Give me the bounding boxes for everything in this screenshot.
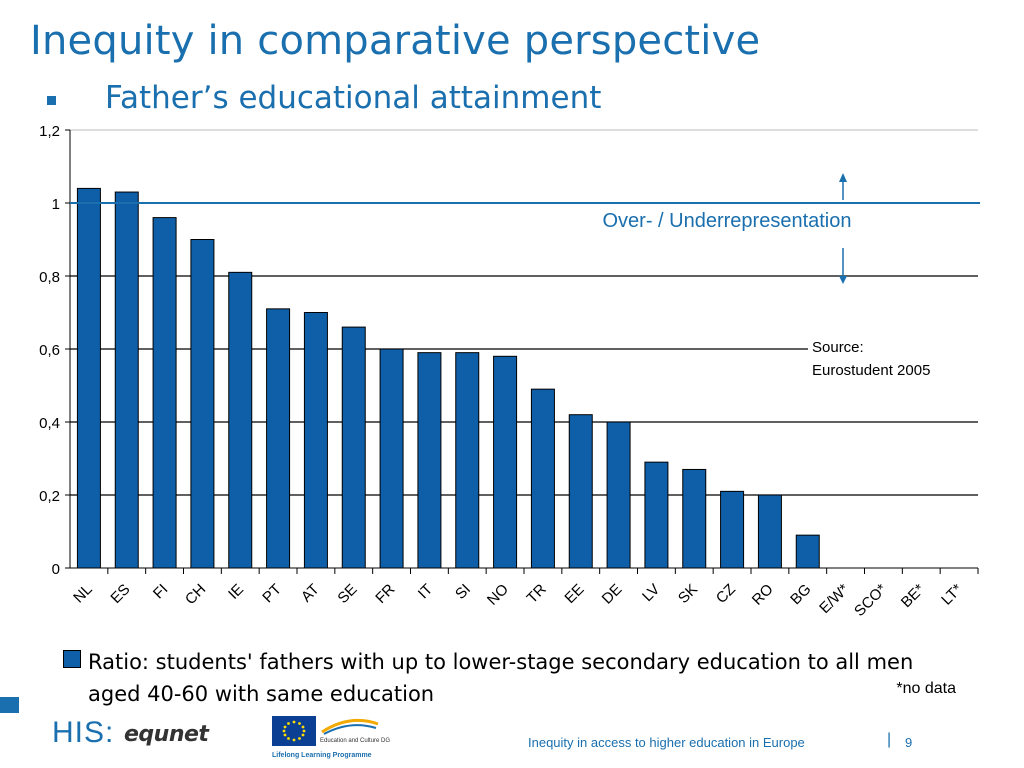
bar-se <box>341 326 366 569</box>
llp-logo-text: Lifelong Learning Programme <box>272 752 372 759</box>
bar-it <box>417 352 442 569</box>
arrow-down-head-icon <box>839 276 847 284</box>
x-tick-label: NL <box>70 581 96 607</box>
legend-label: Ratio: students' fathers with up to lowe… <box>88 650 914 706</box>
x-tick-label: NO <box>484 581 512 609</box>
y-tick-label: 1 <box>52 196 60 213</box>
equnet-logo: equnet <box>124 722 209 747</box>
x-tick-label: IE <box>225 581 247 603</box>
x-tick-label: LV <box>639 581 663 605</box>
arrow-up-head-icon <box>839 173 847 182</box>
x-tick-label: SCO* <box>851 581 890 620</box>
x-tick-label: RO <box>749 581 777 609</box>
no-data-footnote: *no data <box>896 680 956 697</box>
bar-bg <box>795 534 820 569</box>
bar-lv <box>644 461 669 569</box>
x-tick-label: DE <box>599 581 626 608</box>
x-tick-label: FR <box>372 581 398 607</box>
bar-ro <box>757 494 782 569</box>
x-tick-label: LT* <box>938 581 966 609</box>
y-tick-label: 0,6 <box>39 342 60 359</box>
x-tick-label: SE <box>334 581 360 607</box>
footer-text: Inequity in access to higher education i… <box>528 735 805 750</box>
y-tick-label: 0 <box>52 561 60 578</box>
y-tick-label: 0,8 <box>39 269 60 286</box>
bar-es <box>114 191 139 569</box>
x-tick-label: CZ <box>713 581 739 607</box>
bar-no <box>493 355 518 569</box>
bar-si <box>455 352 480 569</box>
y-tick-label: 0,4 <box>39 415 60 432</box>
x-tick-label: SK <box>675 581 701 607</box>
y-tick-label: 1,2 <box>39 123 60 140</box>
bullet-square-icon <box>47 96 56 105</box>
slide-title: Inequity in comparative perspective <box>30 18 761 64</box>
bar-de <box>606 421 631 569</box>
x-tick-label: ES <box>107 581 133 607</box>
bar-nl <box>76 187 101 569</box>
source-name: Eurostudent 2005 <box>812 362 930 379</box>
eu-flag-logo <box>272 716 316 746</box>
x-tick-label: BE* <box>898 581 928 611</box>
page-number: 9 <box>905 735 913 750</box>
bar-pt <box>266 308 291 569</box>
x-tick-label: PT <box>259 581 285 607</box>
bars <box>76 187 820 569</box>
slide-marker <box>0 697 19 713</box>
his-logo: HIS: <box>52 716 115 749</box>
llp-swoosh-icon <box>321 718 379 735</box>
bar-ie <box>228 271 253 569</box>
eu-stars-icon <box>282 720 306 742</box>
x-tick-label: IT <box>415 581 436 602</box>
x-tick-label: SI <box>452 581 474 603</box>
bar-at <box>303 312 328 569</box>
source-box <box>808 337 978 381</box>
x-tick-label: BG <box>787 581 814 608</box>
annotations: Over- / Underrepresentation Source: Euro… <box>70 173 980 381</box>
x-tick-label: AT <box>298 581 323 606</box>
bar-sk <box>682 468 707 569</box>
x-tick-label: CH <box>182 581 209 608</box>
slide-subtitle: Father’s educational attainment <box>105 80 602 116</box>
bar-fi <box>152 217 177 569</box>
x-tick-label: FI <box>150 581 171 602</box>
bar-ee <box>568 414 593 569</box>
footer-separator: | <box>887 731 892 748</box>
x-tick-label: E/W* <box>816 581 852 617</box>
x-tick-label: TR <box>524 581 550 607</box>
x-tick-label: EE <box>561 581 587 607</box>
y-tick-label: 0,2 <box>39 488 60 505</box>
bar-cz <box>720 490 745 569</box>
source-label: Source: <box>812 339 864 356</box>
over-under-annotation: Over- / Underrepresentation <box>602 210 851 232</box>
bar-chart: 0 0,2 0,4 0,6 0,8 1 1,2 NL ES FI CH IE PT AT SE FR IT SI N… <box>39 123 980 620</box>
legend-swatch <box>63 650 81 668</box>
dg-logo-text: Education and Culture DG <box>320 738 391 744</box>
bar-fr <box>379 348 404 569</box>
bar-ch <box>190 239 215 569</box>
bar-tr <box>530 388 555 569</box>
